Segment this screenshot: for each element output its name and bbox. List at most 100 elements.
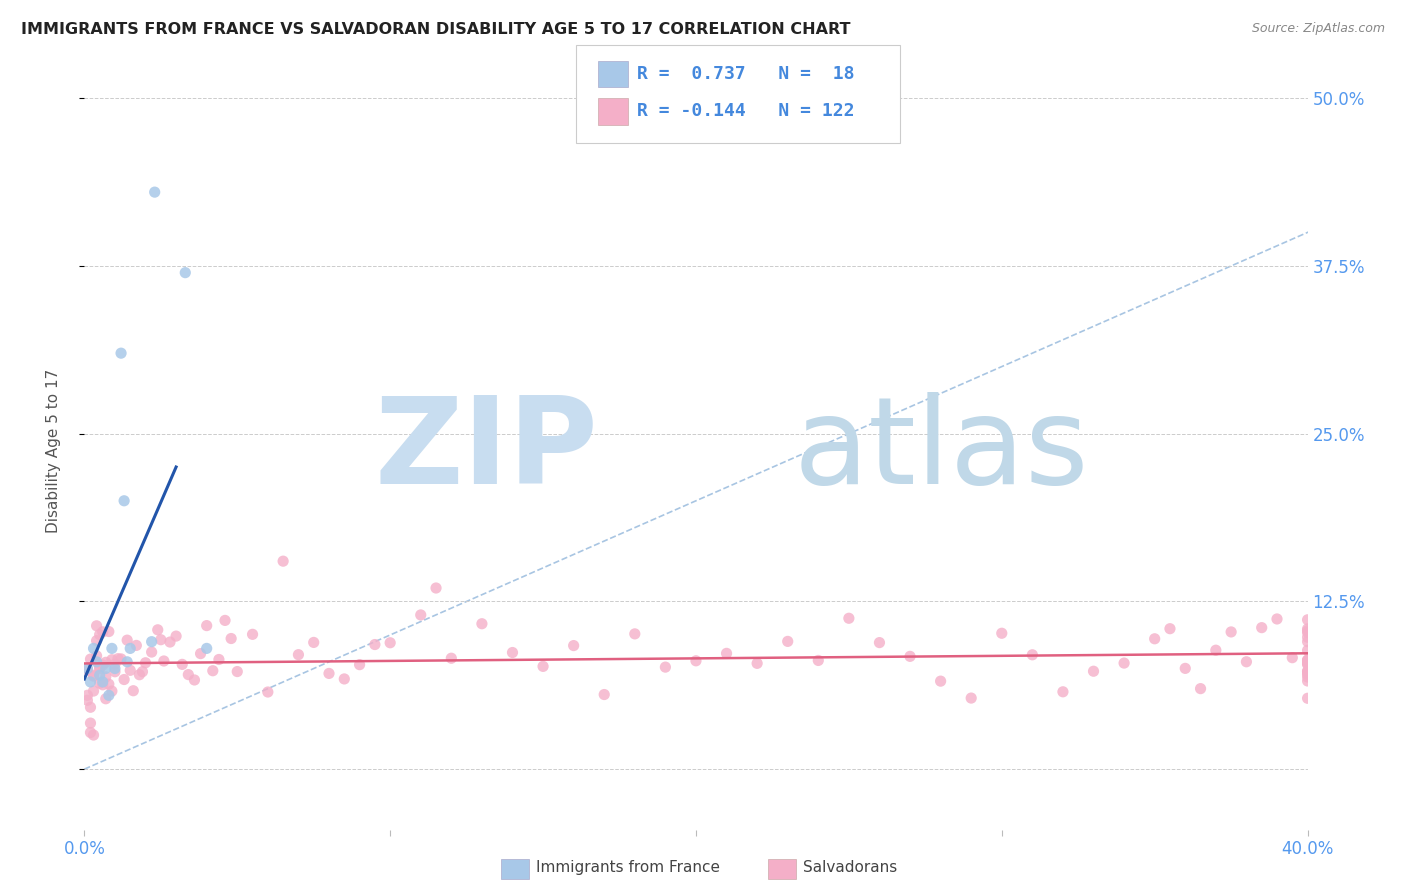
Point	[1021, 648, 1043, 662]
Point	[97, 677, 120, 691]
Point	[97, 689, 120, 703]
Point	[807, 653, 830, 667]
Point	[83, 684, 105, 698]
Point	[89, 676, 111, 690]
Point	[471, 616, 494, 631]
Point	[86, 655, 108, 669]
Point	[76, 688, 98, 702]
Point	[195, 641, 218, 656]
Point	[1296, 654, 1319, 668]
Point	[1296, 653, 1319, 667]
Point	[165, 629, 187, 643]
Point	[104, 657, 127, 672]
Point	[425, 581, 447, 595]
Point	[153, 654, 176, 668]
Point	[79, 675, 101, 690]
Point	[333, 672, 356, 686]
Point	[208, 652, 231, 666]
Point	[349, 657, 371, 672]
Point	[898, 649, 921, 664]
Point	[1296, 665, 1319, 679]
Point	[122, 683, 145, 698]
Point	[112, 493, 135, 508]
Point	[107, 651, 129, 665]
Point	[135, 656, 157, 670]
Point	[83, 728, 105, 742]
Point	[1159, 622, 1181, 636]
Point	[131, 665, 153, 679]
Point	[112, 673, 135, 687]
Text: ZIP: ZIP	[374, 392, 598, 509]
Point	[1114, 656, 1136, 670]
Point	[195, 618, 218, 632]
Point	[1296, 657, 1319, 672]
Point	[531, 659, 554, 673]
Point	[97, 624, 120, 639]
Text: Source: ZipAtlas.com: Source: ZipAtlas.com	[1251, 22, 1385, 36]
Point	[159, 635, 181, 649]
Point	[101, 653, 124, 667]
Point	[869, 635, 891, 649]
Point	[76, 693, 98, 707]
Text: R = -0.144   N = 122: R = -0.144 N = 122	[637, 103, 855, 120]
Point	[776, 634, 799, 648]
Point	[380, 636, 402, 650]
Point	[1296, 643, 1319, 657]
Point	[1052, 685, 1074, 699]
Point	[1296, 664, 1319, 678]
Text: Immigrants from France: Immigrants from France	[536, 860, 720, 874]
Point	[201, 664, 224, 678]
Point	[91, 624, 114, 639]
Point	[79, 716, 101, 731]
Point	[1205, 643, 1227, 657]
Point	[76, 661, 98, 675]
Point	[1296, 670, 1319, 684]
Point	[76, 663, 98, 677]
Point	[146, 623, 169, 637]
Point	[79, 652, 101, 666]
Point	[318, 666, 340, 681]
Point	[89, 668, 111, 682]
Point	[141, 634, 163, 648]
Point	[593, 688, 616, 702]
Point	[110, 652, 132, 666]
Point	[1143, 632, 1166, 646]
Point	[1250, 621, 1272, 635]
Point	[1189, 681, 1212, 696]
Point	[125, 639, 148, 653]
Point	[86, 633, 108, 648]
Point	[1296, 654, 1319, 668]
Point	[104, 665, 127, 679]
Point	[149, 632, 172, 647]
Point	[502, 646, 524, 660]
Point	[1174, 661, 1197, 675]
Point	[115, 633, 138, 648]
Point	[271, 554, 294, 568]
Point	[1296, 613, 1319, 627]
Text: atlas: atlas	[794, 392, 1090, 509]
Point	[83, 641, 105, 656]
Point	[115, 655, 138, 669]
Point	[86, 619, 108, 633]
Point	[1296, 622, 1319, 636]
Point	[242, 627, 264, 641]
Point	[183, 673, 205, 687]
Point	[79, 725, 101, 739]
Point	[101, 684, 124, 698]
Point	[562, 639, 585, 653]
Point	[94, 661, 117, 675]
Point	[1296, 630, 1319, 644]
Point	[214, 614, 236, 628]
Point	[1281, 650, 1303, 665]
Point	[1296, 656, 1319, 670]
Point	[716, 646, 738, 660]
Point	[94, 656, 117, 670]
Point	[1296, 691, 1319, 706]
Point	[929, 674, 952, 689]
Point	[94, 670, 117, 684]
Point	[110, 346, 132, 360]
Point	[302, 635, 325, 649]
Point	[219, 632, 242, 646]
Point	[287, 648, 309, 662]
Point	[104, 661, 127, 675]
